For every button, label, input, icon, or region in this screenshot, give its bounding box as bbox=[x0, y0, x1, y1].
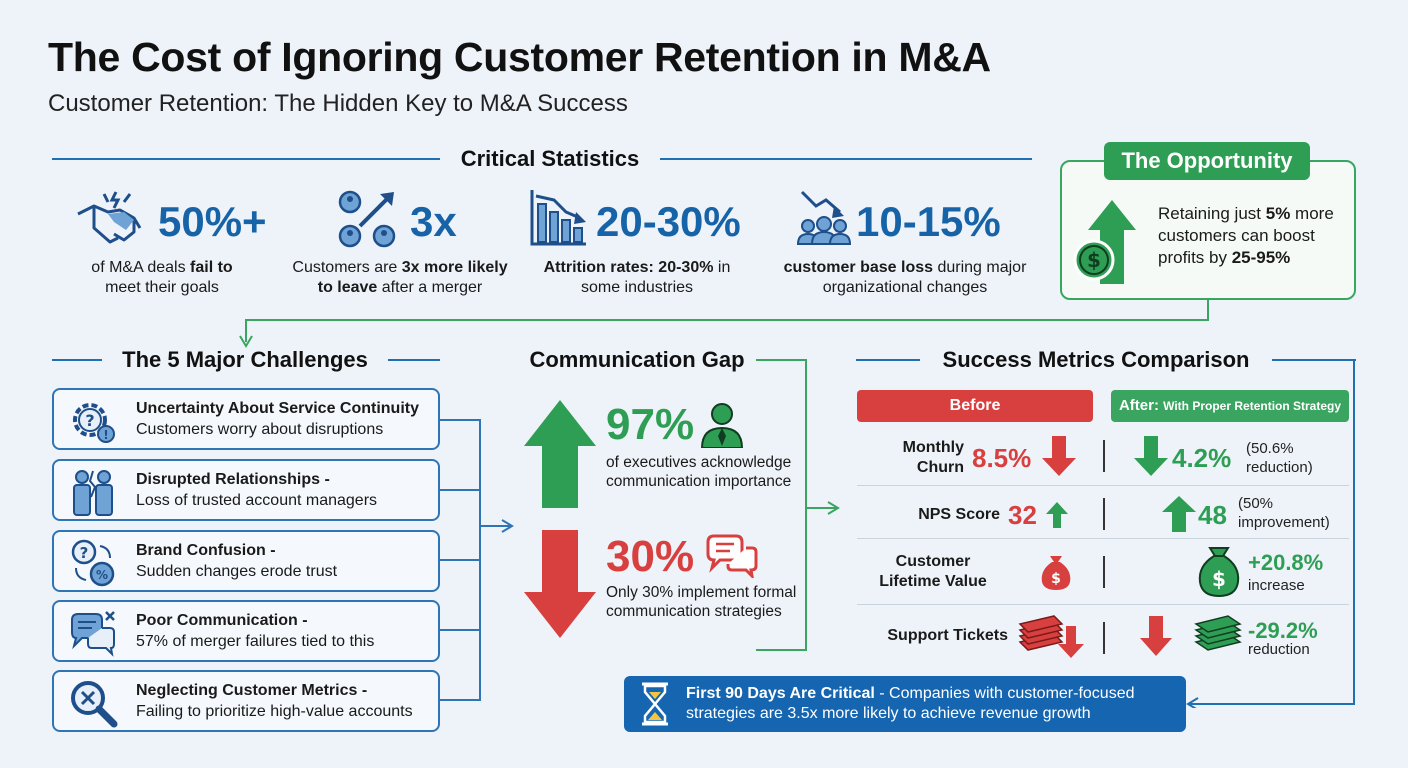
cash-stack-green-icon bbox=[1194, 614, 1242, 656]
after-column-header: After: With Proper Retention Strategy bbox=[1111, 390, 1349, 422]
chat-bubbles-x-icon bbox=[68, 608, 118, 658]
challenge-description: Failing to prioritize high-value account… bbox=[136, 703, 413, 720]
section-heading-challenges: The 5 Major Challenges bbox=[122, 347, 368, 372]
challenge-title: Disrupted Relationships - bbox=[136, 471, 330, 488]
group-decline-icon bbox=[796, 188, 852, 246]
svg-text:$: $ bbox=[1051, 571, 1061, 587]
brand-confusion-icon: ?% bbox=[68, 538, 118, 588]
metric-after-churn: 4.2% bbox=[1172, 443, 1232, 473]
svg-text:?: ? bbox=[80, 544, 89, 562]
declining-bar-chart-icon bbox=[528, 186, 590, 248]
stat-value-base-loss: 10-15% bbox=[856, 198, 1001, 245]
challenge-card: Disrupted Relationships - Loss of truste… bbox=[52, 459, 440, 521]
before-column-header: Before bbox=[857, 390, 1093, 422]
green-up-arrow-icon bbox=[1162, 496, 1196, 532]
stat-value-fail: 50%+ bbox=[158, 198, 267, 245]
handshake-icon bbox=[74, 188, 154, 250]
green-down-arrow-icon bbox=[1134, 436, 1168, 476]
challenge-description: 57% of merger failures tied to this bbox=[136, 633, 375, 650]
metric-after-tickets: -29.2% bbox=[1248, 618, 1318, 643]
svg-text:%: % bbox=[96, 568, 108, 582]
opportunity-text: Retaining just 5% more customers can boo… bbox=[1158, 204, 1334, 267]
metric-label-churn: Monthly Churn bbox=[902, 439, 964, 476]
red-down-arrow-icon bbox=[1140, 616, 1172, 656]
challenge-card: Poor Communication - 57% of merger failu… bbox=[52, 600, 440, 662]
challenge-title: Poor Communication - bbox=[136, 612, 308, 629]
ticket-stack-red-icon bbox=[1018, 612, 1088, 660]
arrow-up-icon bbox=[522, 398, 598, 508]
communication-ack-text: of executives acknowledge communication … bbox=[606, 454, 792, 490]
green-up-arrow-icon bbox=[1046, 502, 1068, 528]
challenge-title: Brand Confusion - bbox=[136, 542, 276, 559]
hourglass-icon bbox=[638, 682, 672, 726]
svg-text:!: ! bbox=[103, 428, 108, 442]
metric-after-clv: +20.8% bbox=[1248, 550, 1324, 575]
communication-impl-value: 30% bbox=[606, 532, 695, 581]
section-heading-statistics: Critical Statistics bbox=[460, 146, 640, 171]
metric-note-tickets: reduction bbox=[1248, 641, 1310, 658]
stat-value-attrition: 20-30% bbox=[596, 198, 741, 245]
connector-arrow bbox=[239, 300, 1209, 348]
metric-label-tickets: Support Tickets bbox=[887, 627, 1008, 644]
red-down-arrow-icon bbox=[1042, 436, 1076, 476]
metrics-connector bbox=[1186, 359, 1355, 708]
svg-text:$: $ bbox=[1212, 567, 1226, 591]
metric-note-clv: increase bbox=[1248, 577, 1305, 594]
money-bag-green-icon: $ bbox=[1196, 544, 1242, 598]
people-leaving-icon bbox=[334, 188, 404, 250]
arrow-down-icon bbox=[522, 530, 598, 640]
magnifier-x-icon bbox=[68, 678, 118, 728]
gear-question-icon: ?! bbox=[68, 396, 118, 446]
metric-note-nps: (50% improvement) bbox=[1238, 495, 1330, 531]
critical-banner: First 90 Days Are Critical - Companies w… bbox=[624, 676, 1186, 732]
section-heading-metrics: Success Metrics Comparison bbox=[942, 347, 1250, 372]
stat-text-leave: Customers are 3x more likely to leave af… bbox=[292, 259, 508, 296]
challenge-card: Neglecting Customer Metrics - Failing to… bbox=[52, 670, 440, 732]
stat-text-attrition: Attrition rates: 20-30% in some industri… bbox=[543, 259, 731, 296]
challenge-title: Neglecting Customer Metrics - bbox=[136, 682, 368, 699]
profit-up-icon: $ bbox=[1072, 196, 1152, 286]
section-heading-communication: Communication Gap bbox=[529, 347, 745, 372]
svg-text:$: $ bbox=[1087, 248, 1101, 272]
challenge-card: ?! Uncertainty About Service Continuity … bbox=[52, 388, 440, 450]
challenge-title: Uncertainty About Service Continuity bbox=[136, 400, 419, 417]
stat-value-leave: 3x bbox=[410, 198, 457, 245]
challenge-card: ?% Brand Confusion - Sudden changes erod… bbox=[52, 530, 440, 592]
stat-text-fail: of M&A deals fail to meet their goals bbox=[91, 259, 233, 296]
money-bag-red-icon: $ bbox=[1038, 552, 1074, 592]
communication-ack-value: 97% bbox=[606, 400, 695, 449]
banner-text: First 90 Days Are Critical - Companies w… bbox=[686, 685, 1135, 722]
chat-bubbles-icon bbox=[706, 534, 758, 581]
opportunity-tag: The Opportunity bbox=[1104, 142, 1310, 180]
metric-note-churn: (50.6% reduction) bbox=[1246, 440, 1313, 476]
communication-connector bbox=[756, 359, 840, 651]
metric-label-clv: Customer Lifetime Value bbox=[879, 553, 987, 590]
executive-icon bbox=[700, 402, 744, 449]
stat-text-base-loss: customer base loss during major organiza… bbox=[783, 259, 1027, 296]
broken-relationship-icon bbox=[68, 467, 118, 517]
challenge-description: Sudden changes erode trust bbox=[136, 563, 338, 580]
metric-before-churn: 8.5% bbox=[972, 443, 1032, 473]
challenges-connector bbox=[440, 419, 514, 701]
challenge-description: Customers worry about disruptions bbox=[136, 421, 384, 438]
metric-before-nps: 32 bbox=[1008, 500, 1037, 530]
communication-impl-text: Only 30% implement formal communication … bbox=[606, 584, 797, 620]
challenge-description: Loss of trusted account managers bbox=[136, 492, 378, 509]
page-subtitle: Customer Retention: The Hidden Key to M&… bbox=[48, 90, 628, 117]
svg-text:?: ? bbox=[85, 411, 94, 430]
metric-label-nps: NPS Score bbox=[918, 506, 1000, 523]
page-title: The Cost of Ignoring Customer Retention … bbox=[48, 34, 991, 80]
metric-after-nps: 48 bbox=[1198, 500, 1227, 530]
